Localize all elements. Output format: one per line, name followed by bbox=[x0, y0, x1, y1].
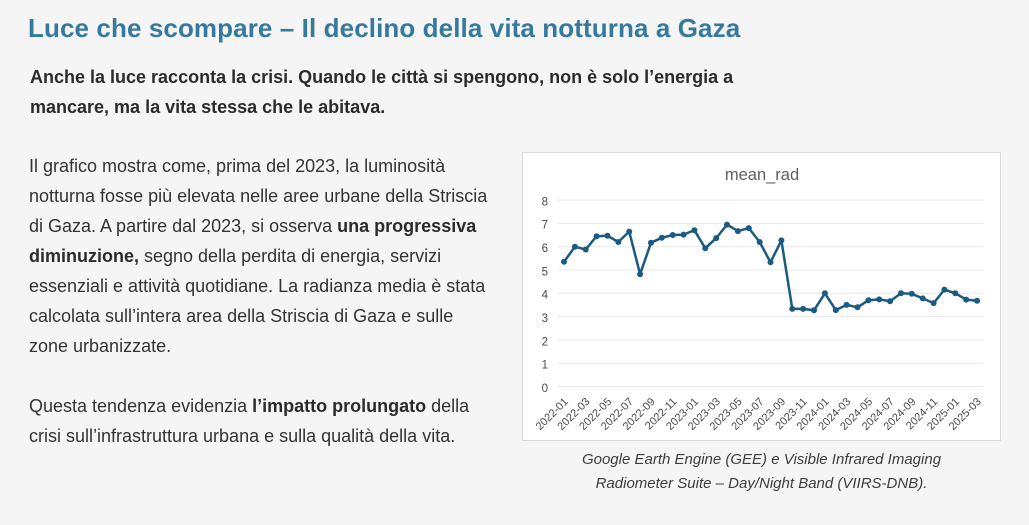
svg-text:mean_rad: mean_rad bbox=[725, 166, 799, 184]
svg-text:5: 5 bbox=[542, 267, 548, 279]
svg-text:3: 3 bbox=[542, 313, 548, 325]
svg-text:2: 2 bbox=[542, 337, 548, 349]
svg-text:8: 8 bbox=[542, 197, 548, 209]
svg-text:4: 4 bbox=[542, 290, 549, 302]
svg-text:6: 6 bbox=[542, 243, 548, 255]
svg-text:7: 7 bbox=[542, 220, 548, 232]
svg-text:0: 0 bbox=[542, 383, 548, 395]
svg-text:1: 1 bbox=[542, 360, 548, 372]
